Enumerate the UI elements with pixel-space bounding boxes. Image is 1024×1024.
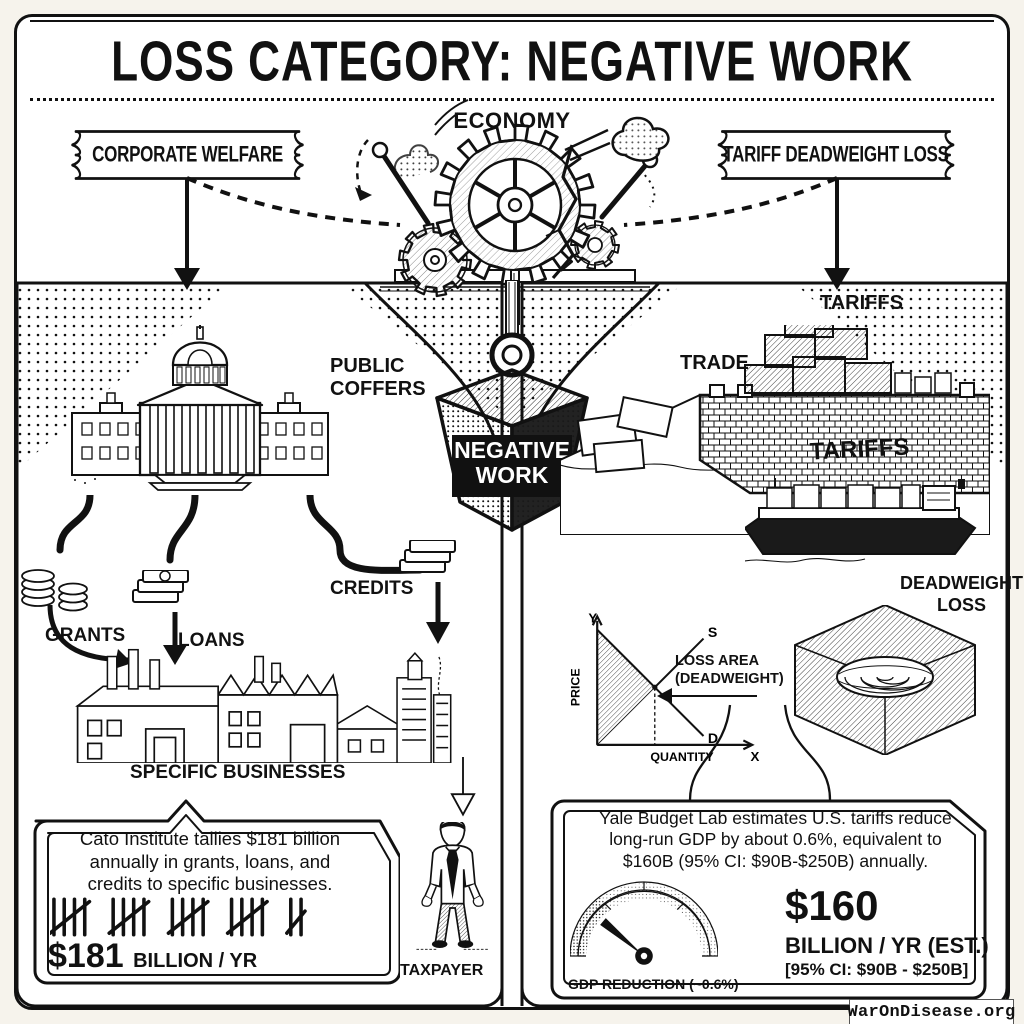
svg-text:NEGATIVE: NEGATIVE xyxy=(454,437,570,463)
svg-text:TARIFFS: TARIFFS xyxy=(809,433,910,465)
svg-text:Y: Y xyxy=(588,612,597,626)
svg-text:S: S xyxy=(708,625,717,641)
svg-text:WORK: WORK xyxy=(476,462,549,488)
svg-text:PRICE: PRICE xyxy=(569,668,583,706)
